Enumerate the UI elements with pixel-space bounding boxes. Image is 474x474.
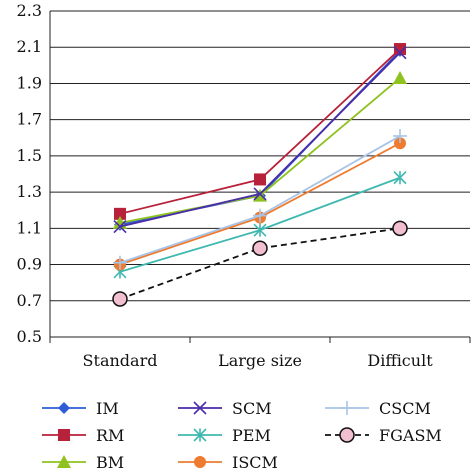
legend-label: BM [96, 453, 124, 472]
data-point-bm [393, 71, 407, 84]
data-point-fgasm [392, 220, 408, 237]
data-point-fgasm [112, 291, 128, 307]
data-point-rm [114, 207, 126, 220]
data-point-scm [253, 187, 267, 201]
y-tick-label: 1.5 [17, 146, 42, 165]
legend-item-iscm: ISCM [178, 453, 278, 472]
legend-item-bm: BM [42, 453, 124, 472]
legend-marker [340, 401, 354, 415]
legend-label: ISCM [232, 453, 278, 472]
legend-label: IM [96, 399, 119, 418]
legend: IM RM BM SCM PEM ISCM CSCM FGASM [42, 399, 442, 472]
x-tick-label: Large size [218, 351, 302, 370]
y-tick-label: 2.1 [17, 37, 42, 56]
data-point-fgasm [252, 240, 268, 257]
legend-marker [57, 455, 71, 468]
legend-marker [339, 427, 355, 443]
y-tick-label: 1.9 [17, 73, 42, 92]
data-point-pem [253, 223, 267, 237]
data-point-rm [254, 173, 266, 186]
legend-label: CSCM [379, 399, 431, 418]
legend-marker [58, 429, 70, 441]
y-tick-label: 0.5 [17, 327, 42, 346]
data-point-pem [393, 171, 407, 185]
series [112, 43, 408, 307]
legend-item-rm: RM [42, 426, 124, 445]
legend-label: SCM [232, 399, 272, 418]
legend-marker [194, 456, 206, 468]
legend-marker [193, 428, 207, 442]
legend-item-cscm: CSCM [325, 399, 431, 418]
legend-item-scm: SCM [178, 399, 272, 418]
x-tick-label: Difficult [367, 351, 433, 370]
legend-item-fgasm: FGASM [325, 426, 442, 445]
series-scm [113, 46, 407, 234]
legend-item-im: IM [42, 399, 119, 418]
data-point-iscm [394, 137, 406, 150]
y-tick-label: 1.7 [17, 110, 42, 129]
series-im [114, 44, 406, 231]
y-tick-label: 1.3 [17, 182, 42, 201]
y-tick-label: 0.9 [17, 255, 42, 274]
data-point-cscm [253, 208, 267, 223]
data-point-rm [394, 43, 406, 56]
y-tick-label: 0.7 [17, 291, 42, 310]
series-line-fgasm [119, 227, 401, 300]
legend-label: RM [96, 426, 124, 445]
series-fgasm [112, 220, 408, 307]
y-tick-label: 2.3 [17, 1, 42, 20]
legend-marker [58, 402, 70, 414]
y-tick-label: 1.1 [17, 218, 42, 237]
data-point-scm [393, 46, 407, 60]
x-tick-labels: Standard Large size Difficult [83, 351, 434, 370]
axes [49, 11, 471, 343]
legend-label: PEM [232, 426, 271, 445]
legend-item-pem: PEM [178, 426, 271, 445]
legend-marker [193, 401, 207, 415]
data-point-cscm [393, 128, 407, 143]
series-pem [113, 171, 407, 279]
x-tick-label: Standard [83, 351, 158, 370]
legend-label: FGASM [379, 426, 442, 445]
data-point-cscm [113, 255, 127, 270]
data-point-scm [113, 219, 127, 234]
series-cscm [113, 128, 407, 270]
series-rm [114, 43, 406, 220]
y-tick-labels: 0.5 0.7 0.9 1.1 1.3 1.5 1.7 1.9 2.1 2.3 [17, 1, 42, 346]
